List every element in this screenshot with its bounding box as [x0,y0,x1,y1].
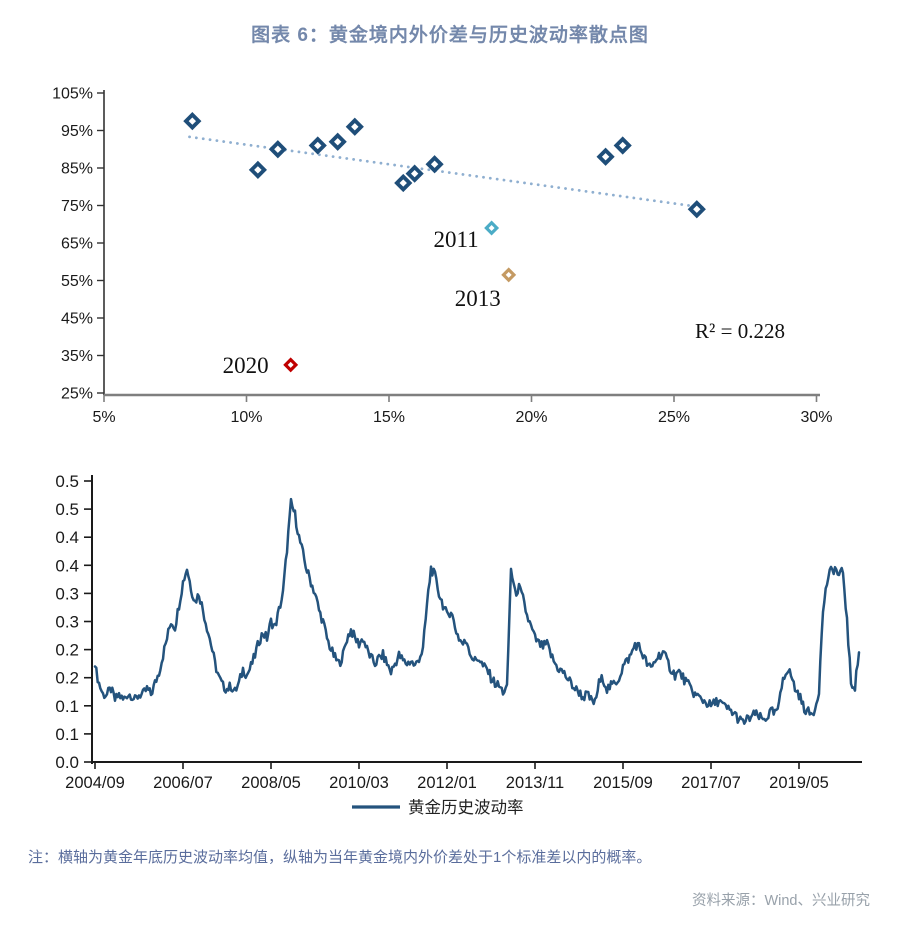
line-y-tick-label: 0.2 [55,641,79,660]
line-x-tick-label: 2012/01 [417,774,477,792]
scatter-x-tick-label: 30% [800,409,832,426]
scatter-x-tick-label: 25% [658,409,690,426]
line-y-tick-label: 0.5 [55,472,79,491]
line-x-tick-label: 2015/09 [593,774,653,792]
year-label-2020: 2020 [223,353,269,378]
scatter-y-tick-label: 35% [61,348,93,365]
legend-label: 黄金历史波动率 [408,798,524,817]
line-x-tick-label: 2004/09 [65,774,125,792]
line-y-tick-label: 0.3 [55,584,79,603]
line-y-tick-label: 0.2 [55,669,79,688]
figure-source: 资料来源：Wind、兴业研究 [691,893,870,909]
scatter-chart: 25% 35% 45% 55% 65% 75% 85% 95% 105% 5% 10% 15% 20% 2… [52,86,832,427]
scatter-x-tick-label: 10% [230,409,262,426]
scatter-y-tick-label: 65% [61,236,93,253]
figure-note: 注：横轴为黄金年底历史波动率均值，纵轴为当年黄金境内外价差处于1个标准差以内的概… [28,849,652,866]
scatter-point [268,140,287,159]
line-y-tick-label: 0.4 [55,556,79,575]
scatter-point [425,155,444,174]
scatter-y-tick-label: 105% [52,86,93,103]
figure-title: 图表 6：黄金境内外价差与历史波动率散点图 [251,25,649,46]
line-x-tick-label: 2017/07 [681,774,741,792]
year-label-2013: 2013 [455,286,501,311]
scatter-point-2013 [501,267,517,283]
line-x-tick-label: 2008/05 [241,774,301,792]
scatter-point [596,147,615,166]
volatility-line-chart: 0.0 0.1 0.1 0.2 0.2 0.3 0.3 0.4 0.4 0.5 0.5 2004/09… [55,472,862,817]
line-x-tick-label: 2019/05 [769,774,829,792]
scatter-x-tick-label: 15% [373,409,405,426]
scatter-x-tick-label: 5% [92,409,115,426]
scatter-point [345,117,364,136]
scatter-point-2011 [484,220,500,236]
scatter-point [613,136,632,155]
scatter-point-2020 [283,357,299,373]
line-y-tick-label: 0.4 [55,528,79,547]
scatter-point [183,112,202,131]
year-label-2011: 2011 [433,227,478,252]
scatter-y-tick-label: 85% [61,161,93,178]
scatter-y-tick-label: 95% [61,123,93,140]
scatter-x-tick-label: 20% [515,409,547,426]
line-y-tick-label: 0.5 [55,500,79,519]
scatter-point [394,173,413,193]
scatter-point [687,200,706,219]
volatility-series-line [93,497,861,725]
scatter-y-tick-label: 55% [61,273,93,290]
scatter-point [308,136,327,155]
line-y-tick-label: 0.0 [55,753,79,772]
scatter-y-tick-label: 75% [61,198,93,215]
line-y-tick-label: 0.3 [55,613,79,632]
scatter-y-tick-label: 45% [61,311,93,328]
line-y-tick-label: 0.1 [55,725,79,744]
scatter-point [328,132,347,151]
scatter-y-tick-label: 25% [61,386,93,403]
line-x-tick-label: 2013/11 [506,774,564,792]
scatter-point [405,164,424,183]
line-y-tick-label: 0.1 [55,697,79,716]
line-x-tick-label: 2010/03 [329,774,389,792]
r-squared-label: R² = 0.228 [695,319,785,343]
line-x-tick-label: 2006/07 [153,774,213,792]
scatter-point [248,160,267,179]
